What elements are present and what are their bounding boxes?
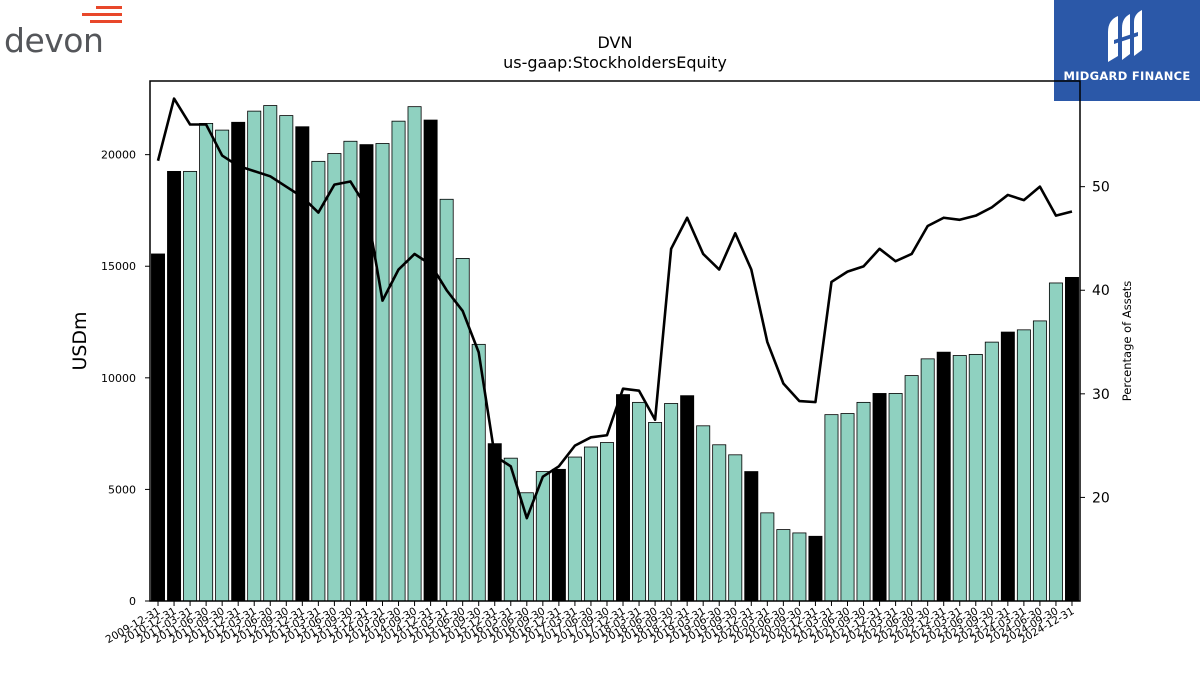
bar bbox=[391, 120, 406, 602]
bar bbox=[968, 353, 983, 602]
midgard-emblem-icon bbox=[1108, 10, 1142, 62]
bar bbox=[1000, 331, 1015, 602]
bar bbox=[760, 512, 775, 602]
bar bbox=[567, 456, 582, 602]
bar bbox=[551, 468, 566, 602]
bar bbox=[1016, 329, 1031, 602]
bar bbox=[808, 535, 823, 602]
bar bbox=[600, 442, 614, 602]
bar bbox=[744, 471, 759, 602]
bar bbox=[936, 351, 951, 602]
bar bbox=[632, 401, 647, 602]
bar bbox=[167, 170, 182, 602]
bar bbox=[920, 358, 935, 602]
y2-tick-label: 50 bbox=[1092, 180, 1110, 196]
bar bbox=[680, 395, 695, 602]
chart-subtitle: us-gaap:StockholdersEquity bbox=[503, 53, 727, 72]
bar bbox=[696, 425, 711, 602]
bar bbox=[343, 140, 358, 602]
y-tick-label: 0 bbox=[129, 595, 136, 608]
bar bbox=[375, 143, 390, 602]
midgard-finance-text: MIDGARD FINANCE bbox=[1063, 69, 1191, 83]
bar bbox=[407, 106, 422, 602]
y-tick-label: 10000 bbox=[101, 372, 136, 385]
bar bbox=[1048, 282, 1063, 602]
bar bbox=[439, 198, 454, 602]
y2-tick-label: 30 bbox=[1092, 387, 1110, 403]
bar bbox=[247, 110, 262, 602]
y-axis-label: USDm bbox=[69, 311, 91, 370]
y2-tick-label: 20 bbox=[1092, 490, 1110, 506]
y2-tick-label: 40 bbox=[1092, 283, 1110, 299]
bar bbox=[952, 355, 967, 602]
bars-layer bbox=[151, 105, 1079, 602]
devon-logo-stripe bbox=[96, 6, 122, 9]
bar bbox=[151, 253, 165, 602]
devon-logo-stripe bbox=[90, 20, 122, 23]
bar bbox=[183, 170, 198, 602]
x-axis: 2009-12-312010-12-312011-03-312011-06-30… bbox=[104, 601, 1076, 646]
y2-axis-label: Percentage of Assets bbox=[1120, 281, 1134, 402]
line-layer bbox=[156, 97, 1073, 520]
plot-frame bbox=[149, 80, 1081, 602]
bar bbox=[984, 341, 999, 602]
bar bbox=[712, 444, 727, 602]
bar bbox=[327, 153, 342, 602]
midgard-finance-logo: MIDGARD FINANCE bbox=[1054, 0, 1200, 101]
bar bbox=[1032, 320, 1047, 602]
bar bbox=[423, 119, 438, 602]
devon-logo-stripe bbox=[82, 13, 122, 16]
y-tick-label: 5000 bbox=[108, 483, 136, 496]
devon-logo-text: devon bbox=[4, 21, 104, 60]
bar bbox=[728, 454, 743, 602]
bar bbox=[856, 401, 871, 602]
left-axis: 0 5000 10000 15000 20000 bbox=[101, 149, 150, 608]
chart-title: DVN bbox=[598, 33, 633, 52]
bar bbox=[776, 529, 791, 602]
y-tick-label: 15000 bbox=[101, 260, 136, 273]
bar bbox=[888, 393, 903, 602]
y-tick-label: 20000 bbox=[101, 149, 136, 162]
bar bbox=[1065, 276, 1079, 602]
bar bbox=[487, 443, 502, 602]
bar bbox=[616, 394, 630, 602]
bar bbox=[904, 375, 919, 602]
bar bbox=[792, 532, 807, 602]
bar bbox=[311, 160, 326, 602]
bar bbox=[664, 403, 679, 602]
bar bbox=[840, 413, 855, 602]
bar bbox=[231, 121, 246, 602]
bar bbox=[583, 446, 598, 602]
bar bbox=[824, 414, 839, 602]
bar bbox=[215, 129, 230, 602]
percentage-of-assets-line bbox=[156, 97, 1073, 520]
bar bbox=[648, 422, 663, 602]
right-axis: 20 30 40 50 bbox=[1080, 180, 1110, 506]
devon-logo bbox=[82, 6, 122, 23]
bar bbox=[872, 393, 887, 602]
bar bbox=[199, 123, 214, 602]
